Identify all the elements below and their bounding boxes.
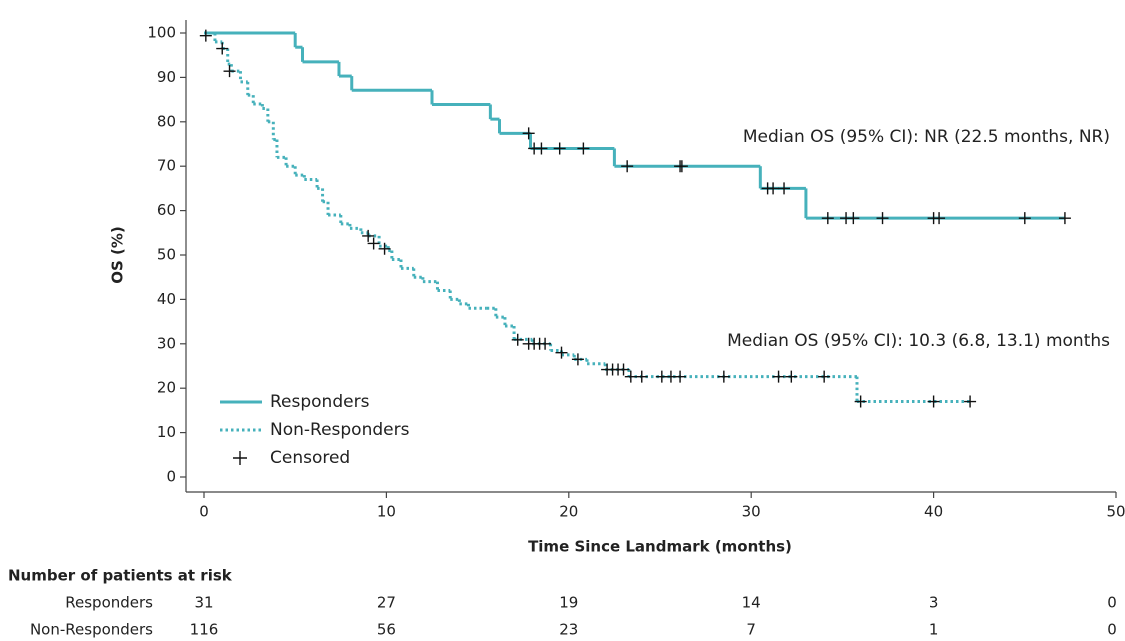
risk-count: 27 [377,594,396,612]
y-tick-label: 20 [157,379,176,397]
risk-count: 116 [190,621,219,639]
risk-count: 14 [742,594,761,612]
x-tick-label: 20 [559,503,578,521]
censor-mark [555,346,568,359]
y-tick-label: 90 [157,68,176,86]
x-tick-label: 40 [924,503,943,521]
censor-mark [854,395,867,408]
censor-mark [674,370,687,383]
y-tick-label: 60 [157,201,176,219]
censor-mark [1018,212,1031,225]
censor-mark [223,65,236,78]
legend-censor-symbol [233,451,247,465]
censor-mark [675,160,688,173]
legend-label: Censored [270,448,350,468]
x-tick-label: 0 [199,503,209,521]
y-tick-label: 0 [166,468,176,486]
censor-mark [818,370,831,383]
censor-mark [367,237,380,250]
y-tick-label: 10 [157,423,176,441]
risk-row-label: Non-Responders [30,621,153,639]
risk-count: 0 [1107,594,1117,612]
risk-count: 56 [377,621,396,639]
censor-mark [964,395,977,408]
censor-mark [767,182,780,195]
censor-mark [617,363,630,376]
x-axis-title: Time Since Landmark (months) [528,538,792,556]
censor-mark [927,395,940,408]
censor-mark [778,182,791,195]
censor-mark [772,370,785,383]
censor-mark [216,42,229,55]
y-tick-label: 40 [157,290,176,308]
x-tick-label: 50 [1106,503,1125,521]
risk-count: 0 [1107,621,1117,639]
censor-mark [933,212,946,225]
censor-mark [199,29,212,42]
risk-count: 7 [746,621,756,639]
censor-mark [635,370,648,383]
censor-mark [847,212,860,225]
censor-mark [821,212,834,225]
censor-mark [1058,212,1071,225]
censor-mark [717,370,730,383]
censor-mark [378,242,391,255]
risk-count: 1 [929,621,939,639]
y-axis-title: OS (%) [109,226,127,284]
censor-mark [535,142,548,155]
censor-mark [362,229,375,242]
risk-row-label: Responders [65,594,153,612]
risk-count: 23 [559,621,578,639]
annotation: Median OS (95% CI): 10.3 (6.8, 13.1) mon… [727,331,1110,351]
censor-mark [785,370,798,383]
y-tick-label: 50 [157,246,176,264]
y-tick-label: 80 [157,112,176,130]
x-tick-label: 10 [377,503,396,521]
annotation: Median OS (95% CI): NR (22.5 months, NR) [743,127,1110,147]
censor-mark [539,337,552,350]
risk-count: 19 [559,594,578,612]
x-tick-label: 30 [742,503,761,521]
y-tick-label: 100 [147,24,176,42]
y-tick-label: 70 [157,157,176,175]
censor-mark [624,370,637,383]
risk-count: 31 [194,594,213,612]
censor-mark [876,212,889,225]
censor-mark [511,333,524,346]
censor-mark [522,127,535,140]
censor-mark [577,142,590,155]
legend-label: Non-Responders [270,420,410,440]
censor-mark [571,353,584,366]
censor-mark [621,160,634,173]
risk-count: 3 [929,594,939,612]
y-tick-label: 30 [157,334,176,352]
at-risk-title: Number of patients at risk [8,567,233,585]
censor-mark [553,142,566,155]
legend-label: Responders [270,392,370,412]
